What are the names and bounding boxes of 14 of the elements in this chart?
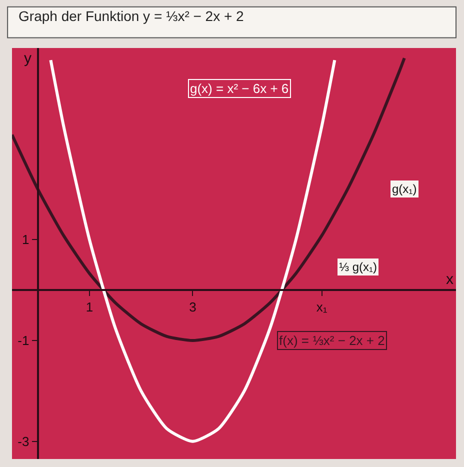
y-tick-label: 1 — [22, 232, 30, 248]
x-axis-title: x — [446, 271, 454, 288]
line-series — [49, 58, 336, 443]
x-tick-label: x₁ — [316, 300, 328, 315]
x-tick-label: 3 — [189, 300, 196, 315]
chart-title: Graph der Funktion y = ⅓x² − 2x + 2 — [18, 8, 244, 24]
text: f(x) = ⅓x² − 2x + 2 — [279, 333, 385, 348]
text: g(x) = x² − 6x + 6 — [190, 81, 289, 96]
y-axis-title: y — [24, 50, 32, 67]
annotation: ⅓ g(x₁) — [339, 260, 378, 274]
x-tick-label: 1 — [86, 300, 94, 315]
y-tick-label: -1 — [18, 333, 30, 348]
y-tick-label: -3 — [18, 434, 30, 449]
annotation: g(x₁) — [392, 182, 417, 196]
